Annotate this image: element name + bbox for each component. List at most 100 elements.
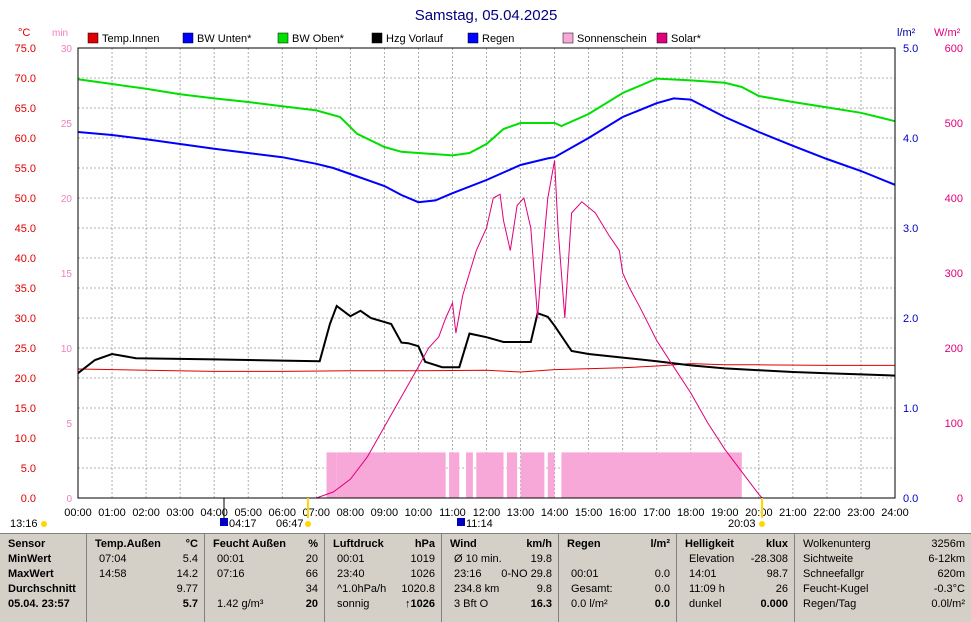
stats-row: ^1.0hPa/h 1020.8 bbox=[325, 582, 441, 597]
ytick-temp: 30.0 bbox=[15, 313, 36, 325]
col-temp: Temp.Außen °C 07:04 5.4 14:58 14.2 9.77 5.7 bbox=[86, 534, 204, 622]
sunshine-bar bbox=[466, 452, 473, 498]
stats-cell: 3256m bbox=[931, 538, 965, 550]
stats-row: 00:01 1019 bbox=[325, 552, 441, 567]
ytick-solar: 200 bbox=[945, 343, 963, 355]
legend-swatch bbox=[562, 32, 574, 44]
stats-cell: Ø 10 min. bbox=[454, 553, 502, 565]
stats-row: Temp.Außen °C bbox=[87, 537, 204, 552]
sunshine-bars bbox=[326, 452, 742, 498]
stats-row: sonnig ↑1026 bbox=[325, 597, 441, 612]
xtick: 15:00 bbox=[575, 507, 603, 519]
xtick: 13:00 bbox=[507, 507, 535, 519]
xtick: 16:00 bbox=[609, 507, 637, 519]
stats-row: 00:01 20 bbox=[205, 552, 324, 567]
xtick: 12:00 bbox=[473, 507, 501, 519]
stats-cell: 20 bbox=[305, 553, 318, 565]
stats-cell: hPa bbox=[414, 538, 435, 550]
stats-cell: 0.0 bbox=[654, 568, 670, 580]
stats-cell: 5.4 bbox=[182, 553, 198, 565]
stats-cell: 9.77 bbox=[176, 583, 198, 595]
sunshine-bar bbox=[326, 452, 337, 498]
stats-row: Wind km/h bbox=[442, 537, 558, 552]
legend-swatch bbox=[87, 32, 99, 44]
marker-label: 20:03 bbox=[728, 518, 756, 530]
ytick-temp: 45.0 bbox=[15, 223, 36, 235]
ytick-rain: 3.0 bbox=[903, 223, 918, 235]
ytick-solar: 400 bbox=[945, 193, 963, 205]
stats-cell: 9.8 bbox=[536, 583, 552, 595]
stats-cell: km/h bbox=[526, 538, 552, 550]
legend-label: Sonnenschein bbox=[577, 33, 647, 45]
ytick-temp: 55.0 bbox=[15, 163, 36, 175]
stats-cell: Luftdruck bbox=[333, 538, 384, 550]
stats-cell: Temp.Außen bbox=[95, 538, 161, 550]
stats-cell: Regen bbox=[567, 538, 601, 550]
ytick-temp: 65.0 bbox=[15, 103, 36, 115]
xtick: 03:00 bbox=[166, 507, 194, 519]
ytick-minutes: 30 bbox=[61, 44, 73, 55]
unit-solar: W/m² bbox=[934, 27, 961, 39]
stats-row: Regen l/m² bbox=[559, 537, 676, 552]
xtick: 05:00 bbox=[234, 507, 262, 519]
stats-cell: l/m² bbox=[650, 538, 670, 550]
stats-cell: 620m bbox=[937, 568, 965, 580]
marker-label: 13:16 bbox=[10, 518, 38, 530]
stats-cell: Sichtweite bbox=[803, 553, 854, 565]
series-hzgvorlauf bbox=[77, 304, 896, 377]
stats-cell: -28.308 bbox=[750, 553, 788, 565]
stats-row: Luftdruck hPa bbox=[325, 537, 441, 552]
ytick-temp: 5.0 bbox=[21, 463, 36, 475]
axes: 0.05.010.015.020.025.030.035.040.045.050… bbox=[15, 43, 963, 519]
marker-label: 04:17 bbox=[229, 518, 257, 530]
ytick-minutes: 15 bbox=[61, 269, 73, 280]
stats-cell: sonnig bbox=[337, 598, 370, 610]
rain-marker bbox=[457, 518, 465, 526]
stats-cell: -0.3°C bbox=[933, 583, 965, 595]
col-hell: Helligkeit klux Elevation -28.308 14:01 98.7 1… bbox=[676, 534, 794, 622]
xtick: 00:00 bbox=[64, 507, 92, 519]
sunshine-bar bbox=[547, 452, 555, 498]
stats-row: 0.0 l/m² 0.0 bbox=[559, 597, 676, 612]
stats-row: MaxWert bbox=[0, 567, 86, 582]
ytick-solar: 600 bbox=[945, 43, 963, 55]
ytick-temp: 75.0 bbox=[15, 43, 36, 55]
sunshine-bar bbox=[336, 452, 446, 498]
stats-row: Helligkeit klux bbox=[677, 537, 794, 552]
ytick-temp: 0.0 bbox=[21, 493, 36, 505]
series-solar bbox=[316, 160, 763, 499]
col-feucht: Feucht Außen% 00:01 20 07:16 66 34 1.42 g/m³ 20 bbox=[204, 534, 324, 622]
stats-cell: 26 bbox=[775, 583, 788, 595]
xtick: 19:00 bbox=[711, 507, 739, 519]
ytick-temp: 10.0 bbox=[15, 433, 36, 445]
marker-label: 11:14 bbox=[466, 518, 493, 530]
legend-label: Temp.Innen bbox=[102, 33, 159, 45]
stats-cell: 00:01 bbox=[571, 568, 599, 580]
ytick-temp: 25.0 bbox=[15, 343, 36, 355]
stats-cell: Feucht-Kugel bbox=[803, 583, 869, 595]
stats-row: MinWert bbox=[0, 552, 86, 567]
marker-dot bbox=[41, 521, 47, 527]
stats-cell: 6-12km bbox=[928, 553, 965, 565]
stats-cell: Elevation bbox=[689, 553, 735, 565]
stats-cell: 34 bbox=[305, 583, 318, 595]
sunshine-bar bbox=[561, 452, 742, 498]
stats-cell: 05.04. 23:57 bbox=[8, 598, 70, 610]
stats-row: Feucht Außen% bbox=[205, 537, 324, 552]
stats-cell: ^1.0hPa/h bbox=[337, 583, 387, 595]
stats-cell: MinWert bbox=[8, 553, 52, 565]
legend-swatch bbox=[371, 32, 383, 44]
xtick: 24:00 bbox=[881, 507, 909, 519]
stats-cell: 11:09 h bbox=[689, 583, 725, 595]
ytick-temp: 70.0 bbox=[15, 73, 36, 85]
series-lines bbox=[77, 77, 896, 499]
stats-cell: 0.0 bbox=[654, 583, 670, 595]
col-wind: Wind km/h Ø 10 min. 19.8 23:16 0-NO 29.8 234.8… bbox=[441, 534, 558, 622]
ytick-rain: 4.0 bbox=[903, 133, 918, 145]
marker-dot bbox=[305, 521, 311, 527]
series-tempinnen bbox=[77, 363, 895, 373]
stats-cell: 1019 bbox=[410, 553, 435, 565]
stats-cell: % bbox=[308, 538, 318, 550]
ytick-temp: 60.0 bbox=[15, 133, 36, 145]
stats-cell: 0-NO 29.8 bbox=[501, 568, 552, 580]
